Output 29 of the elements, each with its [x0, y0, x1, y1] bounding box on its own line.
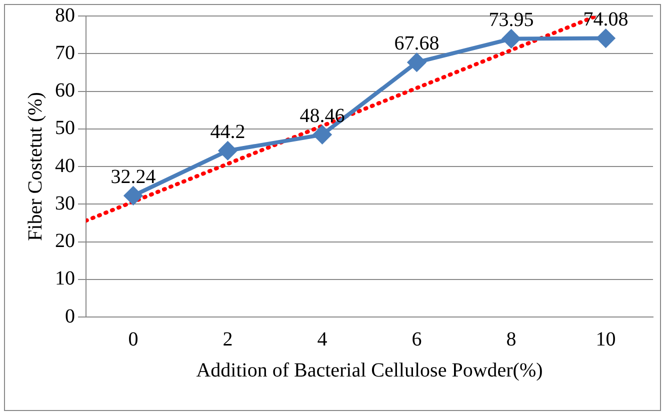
data-label: 44.2	[210, 120, 246, 143]
y-tick-label: 40	[55, 154, 75, 177]
x-tick-label: 2	[222, 328, 233, 350]
y-tick-label: 30	[55, 192, 75, 214]
data-label: 73.95	[488, 9, 534, 32]
x-axis-title: Addition of Bacterial Cellulose Powder(%)	[196, 359, 543, 382]
y-tick-label: 80	[55, 4, 75, 26]
y-axis-title: Fiber Costetut (%)	[24, 92, 46, 241]
point	[218, 142, 237, 160]
y-tick-label: 10	[55, 268, 75, 290]
point	[124, 186, 142, 205]
y-tick-label: 70	[55, 42, 75, 64]
y-tick-label: 50	[55, 117, 75, 140]
point	[502, 30, 520, 48]
point	[313, 126, 332, 144]
point	[408, 53, 426, 72]
x-tick-label: 10	[596, 328, 616, 350]
x-tick-label: 8	[506, 328, 516, 350]
x-tick-label: 6	[412, 328, 422, 350]
point	[596, 29, 615, 48]
data-label: 32.24	[110, 166, 156, 188]
data-label: 67.68	[394, 32, 440, 55]
x-tick-label: 0	[128, 328, 138, 350]
y-tick-label: 0	[65, 305, 75, 328]
y-tick-label: 60	[55, 80, 75, 102]
x-tick-label: 4	[317, 328, 328, 350]
data-label: 74.08	[583, 8, 628, 31]
y-tick-label: 20	[55, 230, 75, 252]
data-label: 48.46	[300, 104, 345, 127]
